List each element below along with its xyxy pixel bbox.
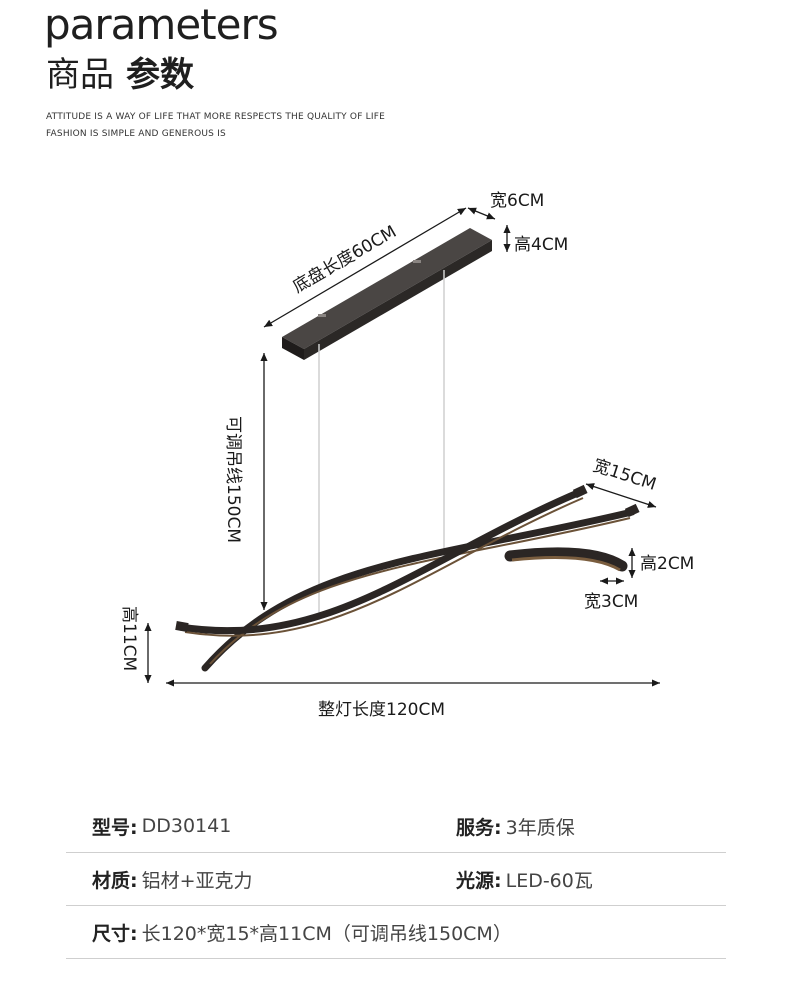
spec-row-1: 型号: DD30141 服务: 3年质保 (66, 800, 726, 853)
heading-parameters: parameters (44, 0, 279, 49)
lamp-dimension-diagram: 底盘长度60CM 宽6CM 高4CM 可调吊线150CM 宽15CM 高2CM … (119, 191, 694, 720)
spec-row-2: 材质: 铝材+亚克力 光源: LED-60瓦 (66, 853, 726, 906)
tagline-line-2: FASHION IS SIMPLE AND GENEROUS IS (46, 129, 226, 139)
label-profile-height: 高2CM (640, 554, 694, 574)
label-canopy-height: 高4CM (514, 235, 568, 255)
spec-material-value: 铝材+亚克力 (141, 869, 253, 892)
spec-light-value: LED-60瓦 (505, 869, 593, 892)
spec-light-key: 光源: (456, 869, 502, 892)
label-canopy-width: 宽6CM (490, 191, 544, 211)
tagline-line-1: ATTITUDE IS A WAY OF LIFE THAT MORE RESP… (46, 112, 385, 122)
spec-service-key: 服务: (456, 816, 502, 839)
lamp-body (175, 484, 640, 672)
dimension-lines (144, 207, 660, 687)
heading-product-params: 商品 参数 (46, 58, 194, 92)
spec-size-key: 尺寸: (92, 922, 138, 945)
canopy-base (282, 228, 492, 360)
spec-service-value: 3年质保 (505, 816, 575, 839)
spec-model-key: 型号: (92, 816, 138, 839)
spec-material: 材质: 铝材+亚克力 (66, 866, 456, 893)
spec-model: 型号: DD30141 (66, 813, 456, 840)
spec-material-key: 材质: (92, 869, 138, 892)
spec-row-3: 尺寸: 长120*宽15*高11CM（可调吊线150CM） (66, 906, 726, 959)
label-profile-width: 宽3CM (584, 592, 638, 612)
label-suspension-length: 可调吊线150CM (223, 416, 243, 543)
spec-size-value: 长120*宽15*高11CM（可调吊线150CM） (141, 922, 512, 945)
spec-light: 光源: LED-60瓦 (456, 866, 593, 893)
spec-model-value: DD30141 (141, 815, 232, 837)
heading-product: 商品 (46, 55, 114, 95)
label-body-height: 高11CM (119, 606, 139, 671)
label-total-length: 整灯长度120CM (318, 700, 445, 720)
heading-params: 参数 (126, 55, 194, 95)
spec-service: 服务: 3年质保 (456, 813, 575, 840)
spec-size: 尺寸: 长120*宽15*高11CM（可调吊线150CM） (66, 919, 512, 946)
spec-table: 型号: DD30141 服务: 3年质保 材质: 铝材+亚克力 光源: LED-… (66, 800, 726, 959)
